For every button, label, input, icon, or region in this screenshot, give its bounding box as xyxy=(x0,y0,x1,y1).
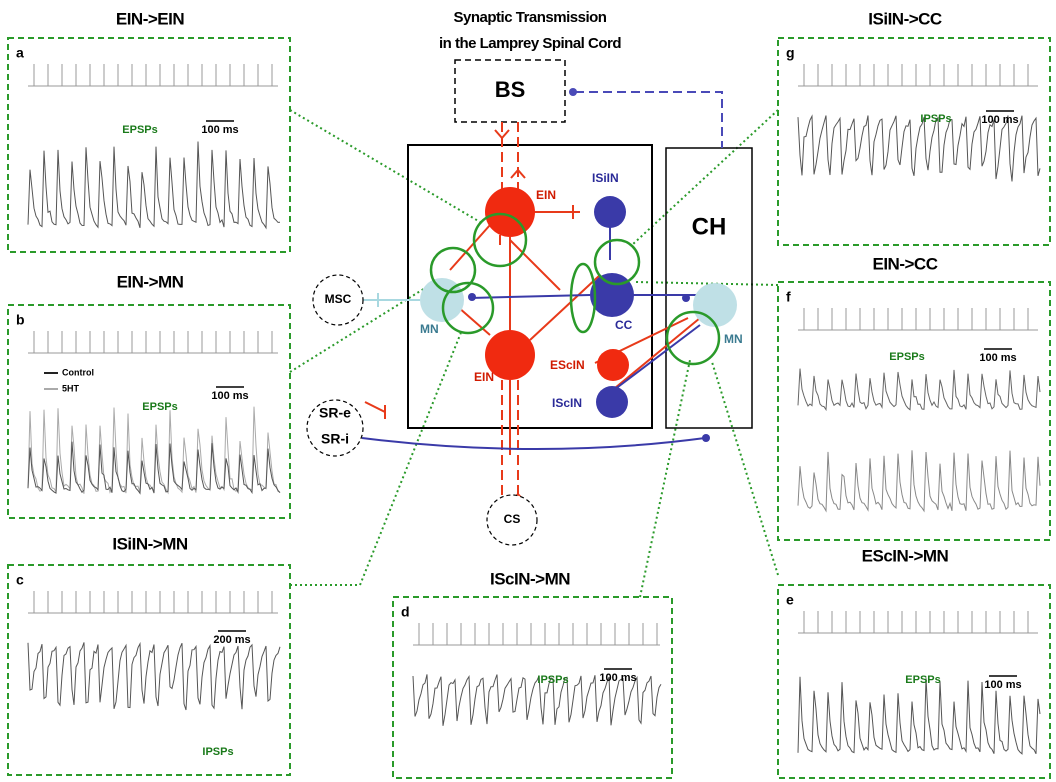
scale-label: 100 ms xyxy=(984,679,1021,691)
panel-box xyxy=(8,565,290,775)
synapse xyxy=(682,294,690,302)
node-label: MN xyxy=(724,332,743,346)
node-label: SR-e xyxy=(319,405,351,421)
neuron-escin xyxy=(597,349,629,381)
trace xyxy=(798,369,1040,410)
scale-label: 100 ms xyxy=(599,672,636,684)
panel-heading: EIN->MN xyxy=(117,272,184,291)
neuron-isiin xyxy=(594,196,626,228)
panel-heading: EIN->CC xyxy=(873,254,938,273)
scale-label: 100 ms xyxy=(981,114,1018,126)
panel-heading: ISiIN->CC xyxy=(868,9,942,28)
psp-label: EPSPs xyxy=(905,674,940,686)
synapse xyxy=(468,293,476,301)
node-label: MN xyxy=(420,322,439,336)
psp-label: IPSPs xyxy=(537,674,568,686)
psp-label: IPSPs xyxy=(202,746,233,758)
panel-heading: EScIN->MN xyxy=(862,546,949,565)
stimulus-trace xyxy=(798,64,1038,86)
trace xyxy=(28,142,280,228)
stimulus-trace xyxy=(28,331,278,353)
psp-label: IPSPs xyxy=(920,113,951,125)
diagram: Synaptic Transmission in the Lamprey Spi… xyxy=(0,0,1056,782)
panel-letter: g xyxy=(786,45,795,61)
node-label: EIN xyxy=(474,370,494,384)
node-label: CC xyxy=(615,318,633,332)
node-label: CH xyxy=(692,213,727,240)
scale-label: 100 ms xyxy=(979,352,1016,364)
trace xyxy=(798,450,1040,511)
title-line: Synaptic Transmission xyxy=(454,9,607,26)
node-label: SR-i xyxy=(321,431,349,447)
panel-letter: c xyxy=(16,572,24,588)
neuron-mn xyxy=(693,283,737,327)
recording-sites xyxy=(431,214,719,364)
figure: Synaptic Transmission in the Lamprey Spi… xyxy=(0,0,1056,782)
trace xyxy=(28,407,280,494)
scale-label: 100 ms xyxy=(201,124,238,136)
stimulus-trace xyxy=(28,591,278,613)
stimulus-trace xyxy=(798,611,1038,633)
panel-letter: d xyxy=(401,604,410,620)
legend-label: Control xyxy=(62,367,94,377)
legend-label: 5HT xyxy=(62,383,80,393)
stimulus-trace xyxy=(413,623,660,645)
stimulus-trace xyxy=(798,308,1038,330)
scale-label: 100 ms xyxy=(211,390,248,402)
neuron-cc xyxy=(590,273,634,317)
panel-box xyxy=(393,597,672,778)
node-label: MSC xyxy=(325,292,352,306)
node-label: EIN xyxy=(536,188,556,202)
panel-letter: b xyxy=(16,312,25,328)
panel-heading: ISiIN->MN xyxy=(112,534,188,553)
trace xyxy=(28,642,280,710)
wiring xyxy=(362,88,722,510)
node-label: BS xyxy=(495,77,526,102)
neuron-iscin xyxy=(596,386,628,418)
panel-letter: e xyxy=(786,592,794,608)
node-label: EScIN xyxy=(550,358,585,372)
neuron-ein xyxy=(485,187,535,237)
psp-label: EPSPs xyxy=(122,124,157,136)
node-label: IScIN xyxy=(552,396,582,410)
node-label: CS xyxy=(504,512,521,526)
stimulus-trace xyxy=(28,64,278,86)
panel-heading: EIN->EIN xyxy=(116,9,184,28)
trace xyxy=(28,442,280,494)
title-line: in the Lamprey Spinal Cord xyxy=(439,35,621,52)
psp-label: EPSPs xyxy=(142,401,177,413)
panel-heading: IScIN->MN xyxy=(490,569,570,588)
psp-label: EPSPs xyxy=(889,351,924,363)
panel-letter: f xyxy=(786,289,791,305)
panel-letter: a xyxy=(16,45,24,61)
scale-label: 200 ms xyxy=(213,634,250,646)
node-label: ISiIN xyxy=(592,171,619,185)
